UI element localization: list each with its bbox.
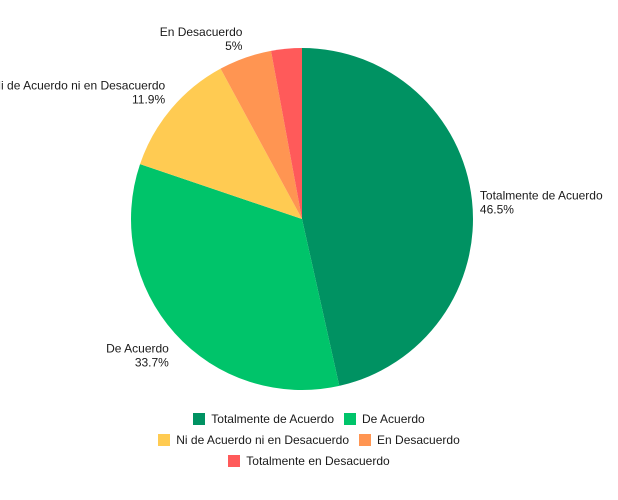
legend-row: Totalmente de Acuerdo De Acuerdo — [193, 412, 425, 426]
pie-slice-en-desacuerdo[interactable] — [220, 50, 302, 219]
legend-item-ni-de-acuerdo[interactable]: Ni de Acuerdo ni en Desacuerdo — [158, 433, 349, 447]
legend-swatch — [359, 434, 372, 446]
pie-slice-ni-de-acuerdo[interactable] — [140, 68, 302, 220]
legend-item-totalmente-de-acuerdo[interactable]: Totalmente de Acuerdo — [193, 412, 334, 426]
slice-value-label: 11.9% — [132, 93, 165, 107]
pie-slices — [130, 48, 473, 391]
pie-slice-totalmente-de-acuerdo[interactable] — [302, 48, 473, 386]
legend-swatch — [158, 434, 171, 446]
slice-labels: Totalmente de Acuerdo 46.5% De Acuerdo 33.7… — [0, 25, 603, 369]
legend-label: Totalmente de Acuerdo — [211, 412, 335, 426]
slice-value-label: 33.7% — [135, 356, 169, 370]
slice-label-de-acuerdo: De Acuerdo 33.7% — [106, 342, 169, 370]
slice-category-label: Ni de Acuerdo ni en Desacuerdo — [0, 79, 165, 93]
slice-value-label: 5% — [225, 39, 243, 53]
legend: Totalmente de Acuerdo De Acuerdo Ni de A… — [0, 412, 618, 468]
legend-row: Ni de Acuerdo ni en Desacuerdo En Desacu… — [158, 433, 460, 447]
slice-value-label: 46.5% — [480, 202, 514, 216]
pie-slice-totalmente-en-desacuerdo[interactable] — [271, 48, 302, 219]
legend-item-totalmente-en-desacuerdo[interactable]: Totalmente en Desacuerdo — [228, 454, 390, 468]
legend-label: Totalmente en Desacuerdo — [246, 454, 390, 468]
slice-category-label: Totalmente de Acuerdo — [480, 188, 603, 202]
slice-category-label: En Desacuerdo — [160, 25, 243, 39]
legend-row: Totalmente en Desacuerdo — [228, 454, 390, 468]
legend-label: En Desacuerdo — [377, 433, 460, 447]
legend-swatch — [344, 413, 357, 425]
pie-chart: Totalmente de Acuerdo 46.5% De Acuerdo 33.7… — [0, 25, 603, 391]
legend-item-de-acuerdo[interactable]: De Acuerdo — [344, 412, 425, 426]
legend-label: De Acuerdo — [362, 412, 425, 426]
pie-slice-de-acuerdo[interactable] — [130, 164, 340, 391]
slice-category-label: De Acuerdo — [106, 342, 169, 356]
legend-swatch — [193, 413, 206, 425]
legend-item-en-desacuerdo[interactable]: En Desacuerdo — [359, 433, 460, 447]
slice-label-en-desacuerdo: En Desacuerdo 5% — [160, 25, 243, 53]
legend-label: Ni de Acuerdo ni en Desacuerdo — [176, 433, 350, 447]
legend-swatch — [228, 455, 241, 467]
slice-label-ni-de-acuerdo: Ni de Acuerdo ni en Desacuerdo 11.9% — [0, 79, 165, 107]
slice-label-totalmente-de-acuerdo: Totalmente de Acuerdo 46.5% — [480, 188, 603, 216]
